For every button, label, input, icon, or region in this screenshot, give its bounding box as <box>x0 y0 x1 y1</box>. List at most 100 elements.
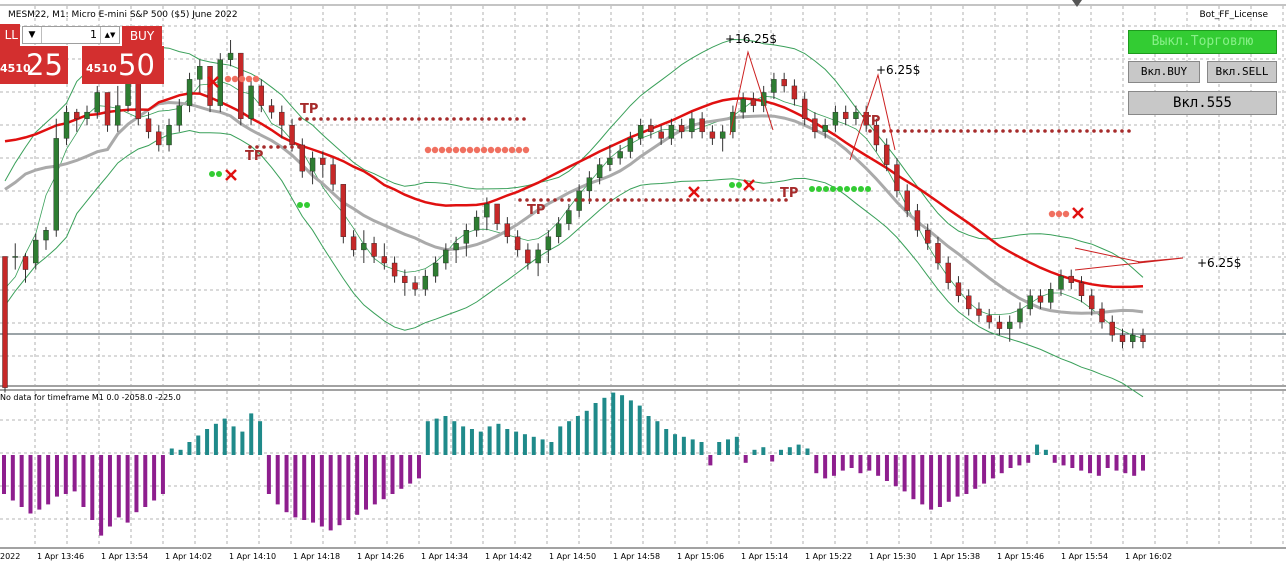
collapse-arrow-icon[interactable] <box>1072 0 1082 7</box>
tp-level-dot <box>693 198 697 202</box>
tp-level-dot <box>714 198 718 202</box>
oscillator-bar <box>81 455 86 507</box>
candle-body <box>566 210 572 224</box>
candle-body <box>617 151 623 159</box>
candle-body <box>12 256 18 258</box>
candle-body <box>320 157 326 165</box>
time-axis-label: 1 Apr 13:54 <box>101 552 149 561</box>
tp-level-dot <box>728 198 732 202</box>
tp-level-dot <box>637 198 641 202</box>
oscillator-bar <box>213 423 218 455</box>
ask-price-main: 50 <box>118 48 155 82</box>
tp-level-dot <box>574 198 578 202</box>
tp-level-dot <box>269 145 273 149</box>
enable-buy-button[interactable]: Вкл.BUY <box>1128 61 1200 83</box>
candle-body <box>976 308 982 316</box>
candle-body <box>545 236 552 251</box>
enable-sell-button[interactable]: Вкл.SELL <box>1207 61 1277 83</box>
tp-level-dot <box>672 198 676 202</box>
oscillator-bar <box>708 455 713 466</box>
candle-body <box>1068 275 1074 283</box>
tp-level-dot <box>1029 129 1033 133</box>
lot-spinner-icon[interactable]: ▲▼ <box>100 27 119 43</box>
oscillator-bar <box>284 455 289 513</box>
candle-body <box>2 256 8 388</box>
tp-level-dot <box>658 198 662 202</box>
tp-level-dot <box>354 117 358 121</box>
profit-label: +6.25$ <box>876 63 921 77</box>
oscillator-bar <box>1043 449 1048 455</box>
oscillator-bar <box>831 455 836 476</box>
tp-level-dot <box>1036 129 1040 133</box>
oscillator-bar <box>567 421 572 455</box>
tp-level-dot <box>340 117 344 121</box>
entry-level-dot <box>515 146 523 154</box>
oscillator-bar <box>275 455 280 505</box>
green-level-dot <box>844 186 850 192</box>
oscillator-bar <box>593 403 598 455</box>
tp-level-dot <box>868 129 872 133</box>
oscillator-bar <box>99 455 104 536</box>
oscillator-bar <box>999 455 1004 474</box>
bid-price-prefix: 4510 <box>0 62 31 75</box>
lot-size-value[interactable]: 1 <box>90 28 97 41</box>
tp-level-dot <box>1043 129 1047 133</box>
bot-name-label: Bot_FF_License <box>1199 10 1269 20</box>
chart-title: MESM22, M1: Micro E-mini S&P 500 ($5) Ju… <box>8 10 238 20</box>
disable-trading-button[interactable]: Выкл.Торговлю <box>1128 30 1277 54</box>
tp-level-dot <box>312 117 316 121</box>
candle-body <box>986 315 992 323</box>
sell-button[interactable]: LL <box>0 24 20 46</box>
time-axis-label: 1 Apr 14:34 <box>421 552 469 561</box>
tp-level-dot <box>980 129 984 133</box>
candle-body <box>453 243 459 251</box>
time-axis-label: 1 Apr 14:18 <box>293 552 341 561</box>
candle-body <box>494 203 500 224</box>
candle-body <box>381 256 388 264</box>
candle-body <box>658 131 664 139</box>
tp-level-dot <box>623 198 627 202</box>
candle-body <box>156 131 162 146</box>
tp-level-dot <box>1085 129 1089 133</box>
tp-level-dot <box>368 117 372 121</box>
tp-level-dot <box>532 198 536 202</box>
oscillator-bar <box>911 455 916 500</box>
enable-555-button[interactable]: Вкл.555 <box>1128 91 1277 115</box>
oscillator-bar <box>823 455 828 479</box>
candle-body <box>709 131 716 139</box>
oscillator-bar <box>937 455 942 507</box>
oscillator-bar <box>107 455 112 527</box>
candle-body <box>914 210 921 231</box>
tp-level-dot <box>581 198 585 202</box>
candle-body <box>935 243 941 264</box>
oscillator-bar <box>293 455 298 518</box>
lot-dropdown-icon[interactable]: ▼ <box>23 27 42 43</box>
oscillator-bar <box>628 400 633 455</box>
oscillator-bar <box>355 455 360 515</box>
candle-body <box>258 85 265 106</box>
tp-level-dot <box>952 129 956 133</box>
tp-level-dot <box>1127 129 1131 133</box>
time-axis-label: 1 Apr 16:02 <box>1125 552 1173 561</box>
time-axis-label: 1 Apr 15:54 <box>1061 552 1109 561</box>
candle-body <box>238 52 244 119</box>
candle-body <box>186 79 193 106</box>
tp-level-dot <box>396 117 400 121</box>
oscillator-bar <box>1026 455 1031 463</box>
tp-label: TP <box>527 203 545 218</box>
candle-body <box>391 262 398 277</box>
candle-body <box>996 321 1003 329</box>
oscillator-bar <box>1141 455 1145 471</box>
candle-body <box>361 243 367 251</box>
tp-level-dot <box>262 145 266 149</box>
buy-button[interactable]: BUY <box>122 26 162 46</box>
oscillator-bar <box>478 431 483 455</box>
oscillator-bar <box>690 439 695 455</box>
oscillator-bar <box>858 455 863 474</box>
oscillator-bar <box>196 435 201 455</box>
candle-body <box>781 79 787 87</box>
bid-price-box[interactable]: 4510 25 <box>0 46 68 84</box>
ask-price-box[interactable]: 4510 50 <box>82 46 164 84</box>
lot-size-input[interactable]: ▼ 1 ▲▼ <box>22 26 120 44</box>
